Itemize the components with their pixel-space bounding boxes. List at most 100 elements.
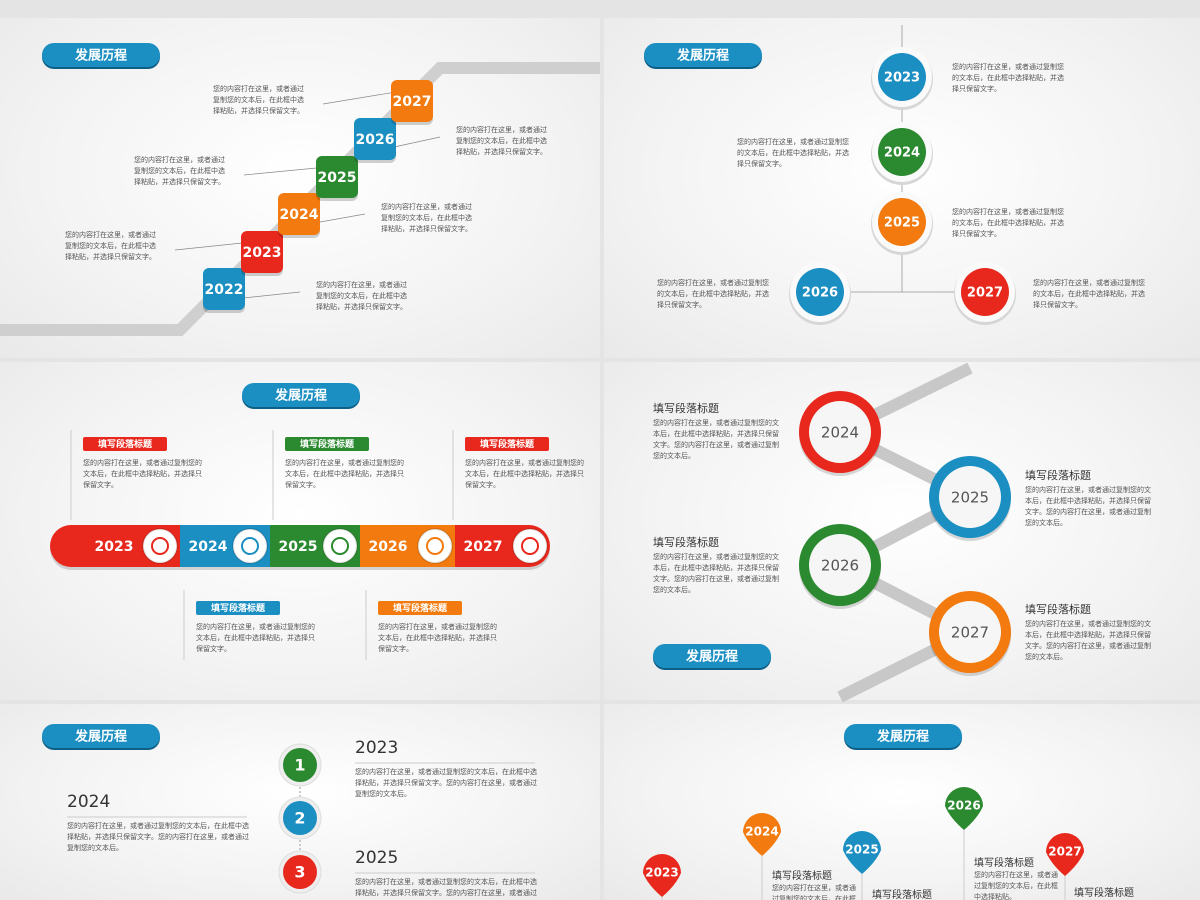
node-text: 您的内容打在这里，或者通过复制您的文本后，在此框中选择粘贴，并选择只保留文字。 bbox=[737, 138, 849, 168]
pin-heading: 填写段落标题 bbox=[974, 858, 1034, 869]
ring-year: 2025 bbox=[951, 489, 989, 507]
step bbox=[203, 268, 245, 310]
pin bbox=[945, 787, 983, 830]
card-label bbox=[285, 437, 369, 451]
icon bbox=[151, 537, 169, 555]
node-year: 2023 bbox=[884, 71, 920, 86]
segment-year: 2024 bbox=[189, 539, 228, 555]
item-text: 您的内容打在这里，或者通过复制您的文本后，在此框中选择粘贴，并选择只保留文字。您… bbox=[653, 419, 779, 460]
step bbox=[241, 231, 283, 273]
step-text: 您的内容打在这里，或者通过复制您的文本后，在此框中选择粘贴，并选择只保留文字。 bbox=[213, 85, 304, 115]
node-year: 2025 bbox=[884, 216, 920, 231]
step-text: 您的内容打在这里，或者通过复制您的文本后，在此框中选择粘贴，并选择只保留文字。 bbox=[316, 281, 407, 311]
item-year: 2025 bbox=[355, 848, 399, 868]
node-text: 您的内容打在这里，或者通过复制您的文本后，在此框中选择粘贴，并选择只保留文字。 bbox=[1033, 279, 1145, 309]
card-text: 您的内容打在这里，或者通过复制您的文本后，在此框中选择粘贴，并选择只保留文字。 bbox=[83, 459, 202, 489]
item-year: 2024 bbox=[67, 792, 111, 812]
pin-heading: 填写段落标题 bbox=[1074, 888, 1134, 899]
step-text: 您的内容打在这里，或者通过复制您的文本后，在此框中选择粘贴，并选择只保留文字。 bbox=[134, 156, 225, 186]
card-text: 您的内容打在这里，或者通过复制您的文本后，在此框中选择粘贴，并选择只保留文字。 bbox=[465, 459, 584, 489]
node bbox=[878, 53, 926, 101]
slide-title: 发展历程 bbox=[876, 729, 929, 745]
leader bbox=[174, 241, 253, 251]
node-text: 您的内容打在这里，或者通过复制您的文本后，在此框中选择粘贴，并选择只保留文字。 bbox=[952, 208, 1064, 238]
pin-year: 2026 bbox=[947, 799, 980, 813]
node-year: 2026 bbox=[802, 286, 838, 301]
icon-badge bbox=[142, 528, 178, 564]
pin bbox=[643, 854, 681, 897]
icon bbox=[331, 537, 349, 555]
item-text: 您的内容打在这里，或者通过复制您的文本后，在此框中选择粘贴，并选择只保留文字。您… bbox=[67, 822, 249, 852]
step bbox=[391, 80, 433, 122]
pin-heading: 填写段落标题 bbox=[772, 871, 832, 882]
title-pill bbox=[653, 644, 771, 668]
card-heading: 填写段落标题 bbox=[393, 602, 448, 614]
node-text: 您的内容打在这里，或者通过复制您的文本后，在此框中选择粘贴，并选择只保留文字。 bbox=[952, 63, 1064, 93]
card-label bbox=[378, 601, 462, 615]
icon bbox=[521, 537, 539, 555]
title-pill bbox=[42, 724, 160, 748]
item-heading: 填写段落标题 bbox=[1025, 469, 1091, 482]
item-text: 您的内容打在这里，或者通过复制您的文本后，在此框中选择粘贴，并选择只保留文字。您… bbox=[653, 553, 779, 594]
step-number: 1 bbox=[294, 756, 305, 775]
step-year: 2025 bbox=[318, 170, 357, 186]
segment-year: 2023 bbox=[95, 539, 134, 555]
node bbox=[878, 198, 926, 246]
item-text: 您的内容打在这里，或者通过复制您的文本后，在此框中选择粘贴，并选择只保留文字。您… bbox=[355, 878, 537, 897]
card-heading: 填写段落标题 bbox=[98, 438, 153, 450]
card-label bbox=[465, 437, 549, 451]
node bbox=[878, 128, 926, 176]
slide-title: 发展历程 bbox=[274, 388, 327, 404]
ring-inner bbox=[809, 534, 871, 596]
card-heading: 填写段落标题 bbox=[480, 438, 535, 450]
step-year: 2022 bbox=[205, 282, 244, 298]
icon bbox=[426, 537, 444, 555]
title-pill bbox=[42, 43, 160, 67]
icon-badge bbox=[322, 528, 358, 564]
node-text: 您的内容打在这里，或者通过复制您的文本后，在此框中选择粘贴，并选择只保留文字。 bbox=[657, 279, 769, 309]
step-number: 2 bbox=[294, 809, 305, 828]
ring-year: 2027 bbox=[951, 624, 989, 642]
number-dot bbox=[283, 801, 317, 835]
item-heading: 填写段落标题 bbox=[653, 536, 719, 549]
item-heading: 填写段落标题 bbox=[1025, 603, 1091, 616]
step bbox=[354, 118, 396, 160]
title-pill bbox=[844, 724, 962, 748]
segment-year: 2027 bbox=[464, 539, 503, 555]
node bbox=[961, 268, 1009, 316]
card-heading: 填写段落标题 bbox=[300, 438, 355, 450]
pin bbox=[1046, 833, 1084, 876]
node-year: 2027 bbox=[967, 286, 1003, 301]
card-label bbox=[83, 437, 167, 451]
ring-inner bbox=[939, 601, 1001, 663]
ring-inner bbox=[809, 401, 871, 463]
step-text: 您的内容打在这里，或者通过复制您的文本后，在此框中选择粘贴，并选择只保留文字。 bbox=[456, 126, 547, 156]
item-text: 您的内容打在这里，或者通过复制您的文本后，在此框中选择粘贴，并选择只保留文字。您… bbox=[1025, 486, 1151, 527]
slide-title: 发展历程 bbox=[685, 649, 738, 665]
step-year: 2024 bbox=[280, 207, 319, 223]
step-text: 您的内容打在这里，或者通过复制您的文本后，在此框中选择粘贴，并选择只保留文字。 bbox=[381, 203, 472, 233]
number-dot bbox=[283, 748, 317, 782]
slide-1 bbox=[0, 18, 600, 358]
pin-text: 您的内容打在这里，或者通过复制您的文本后，在此框中选择粘贴。 bbox=[772, 884, 856, 900]
step bbox=[316, 156, 358, 198]
slide-title: 发展历程 bbox=[676, 48, 729, 64]
leader bbox=[243, 166, 328, 176]
node-year: 2024 bbox=[884, 146, 920, 161]
ring-inner bbox=[939, 466, 1001, 528]
slide-title: 发展历程 bbox=[74, 48, 127, 64]
icon bbox=[241, 537, 259, 555]
pin bbox=[743, 813, 781, 856]
card-heading: 填写段落标题 bbox=[211, 602, 266, 614]
pin-heading: 填写段落标题 bbox=[872, 890, 932, 900]
number-dot bbox=[283, 855, 317, 889]
step-number: 3 bbox=[294, 863, 305, 882]
card-text: 您的内容打在这里，或者通过复制您的文本后，在此框中选择粘贴，并选择只保留文字。 bbox=[285, 459, 404, 489]
step-year: 2027 bbox=[393, 94, 432, 110]
pin-text: 您的内容打在这里，或者通过复制您的文本后，在此框中选择粘贴。 bbox=[974, 871, 1058, 900]
item-year: 2023 bbox=[355, 738, 399, 758]
pin-year: 2024 bbox=[745, 825, 778, 839]
title-pill bbox=[242, 383, 360, 407]
pin-year: 2023 bbox=[645, 866, 678, 880]
